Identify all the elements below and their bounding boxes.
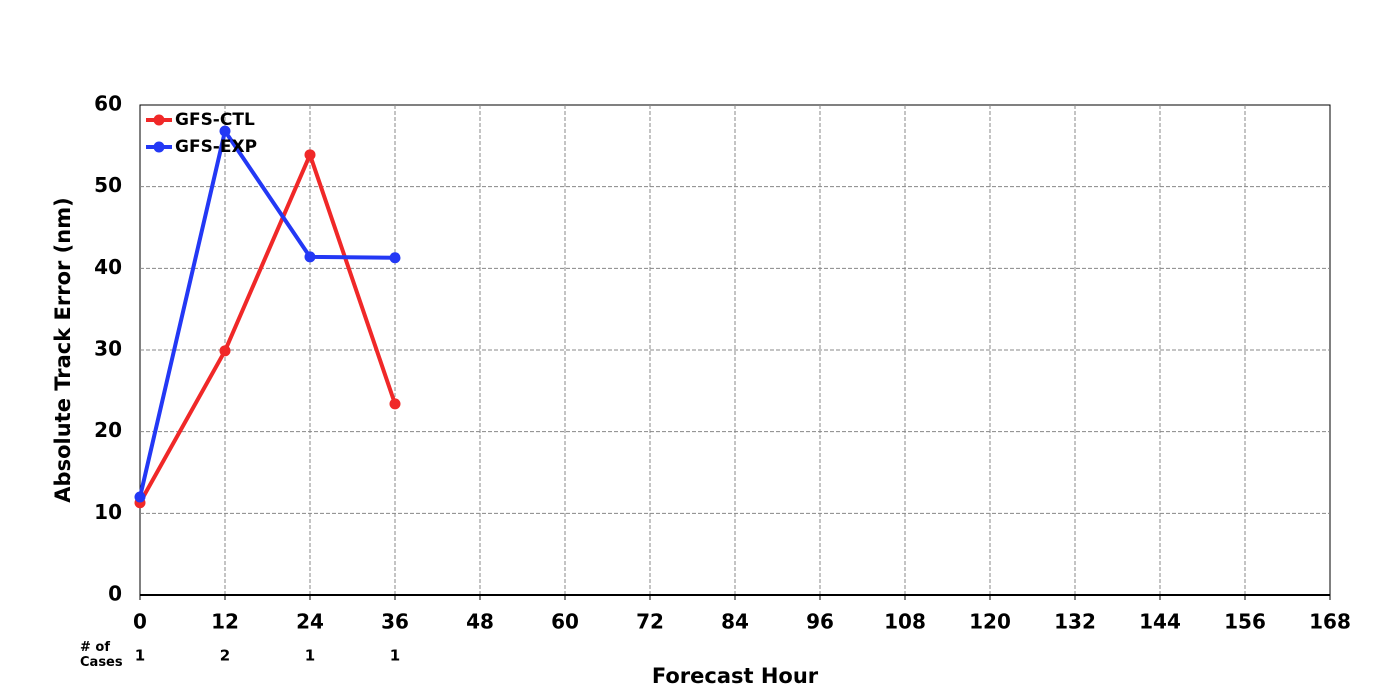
legend-label: GFS-CTL — [175, 110, 255, 130]
y-tick-label: 50 — [94, 173, 122, 197]
case-count: 2 — [220, 647, 230, 665]
x-tick-label: 72 — [636, 610, 664, 634]
x-tick-label: 108 — [884, 610, 926, 634]
data-point — [219, 125, 231, 137]
x-tick-label: 144 — [1139, 610, 1181, 634]
y-axis-label: Absolute Track Error (nm) — [51, 197, 75, 502]
y-tick-label: 30 — [94, 337, 122, 361]
x-axis-label: Forecast Hour — [652, 664, 819, 688]
x-tick-label: 168 — [1309, 610, 1351, 634]
series-line — [138, 129, 396, 498]
x-tick-label: 156 — [1224, 610, 1266, 634]
x-tick-label: 60 — [551, 610, 579, 634]
y-tick-label: 20 — [94, 418, 122, 442]
x-tick-label: 0 — [133, 610, 147, 634]
case-count: 1 — [390, 647, 400, 665]
y-tick-label: 60 — [94, 92, 122, 116]
data-point — [304, 251, 316, 263]
x-tick-label: 24 — [296, 610, 324, 634]
data-point — [304, 149, 316, 161]
legend-label: GFS-EXP — [175, 137, 257, 157]
x-tick-label: 120 — [969, 610, 1011, 634]
data-point — [389, 398, 401, 410]
case-count: 1 — [135, 647, 145, 665]
y-tick-label: 0 — [108, 582, 122, 606]
data-point — [134, 491, 146, 503]
data-point — [219, 345, 231, 357]
series-line — [138, 152, 397, 504]
case-count: 1 — [305, 647, 315, 665]
x-tick-label: 48 — [466, 610, 494, 634]
y-tick-label: 40 — [94, 255, 122, 279]
x-tick-label: 84 — [721, 610, 749, 634]
data-point — [389, 252, 401, 264]
cases-label: # of Cases — [80, 640, 123, 670]
legend-marker — [153, 141, 165, 153]
x-tick-label: 132 — [1054, 610, 1096, 634]
x-tick-label: 12 — [211, 610, 239, 634]
x-tick-label: 36 — [381, 610, 409, 634]
x-tick-label: 96 — [806, 610, 834, 634]
y-tick-label: 10 — [94, 500, 122, 524]
legend-marker — [153, 114, 165, 126]
